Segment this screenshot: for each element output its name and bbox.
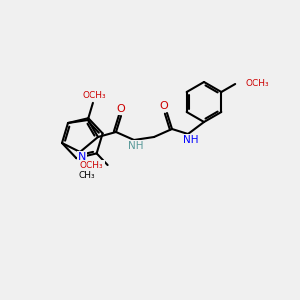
Text: NH: NH: [183, 135, 199, 145]
Text: NH: NH: [128, 141, 144, 151]
Text: OCH₃: OCH₃: [82, 92, 106, 100]
Text: N: N: [78, 152, 86, 162]
Text: CH₃: CH₃: [79, 170, 95, 179]
Text: OCH₃: OCH₃: [80, 160, 104, 169]
Text: O: O: [160, 101, 168, 111]
Text: OCH₃: OCH₃: [245, 80, 269, 88]
Text: O: O: [117, 104, 125, 114]
